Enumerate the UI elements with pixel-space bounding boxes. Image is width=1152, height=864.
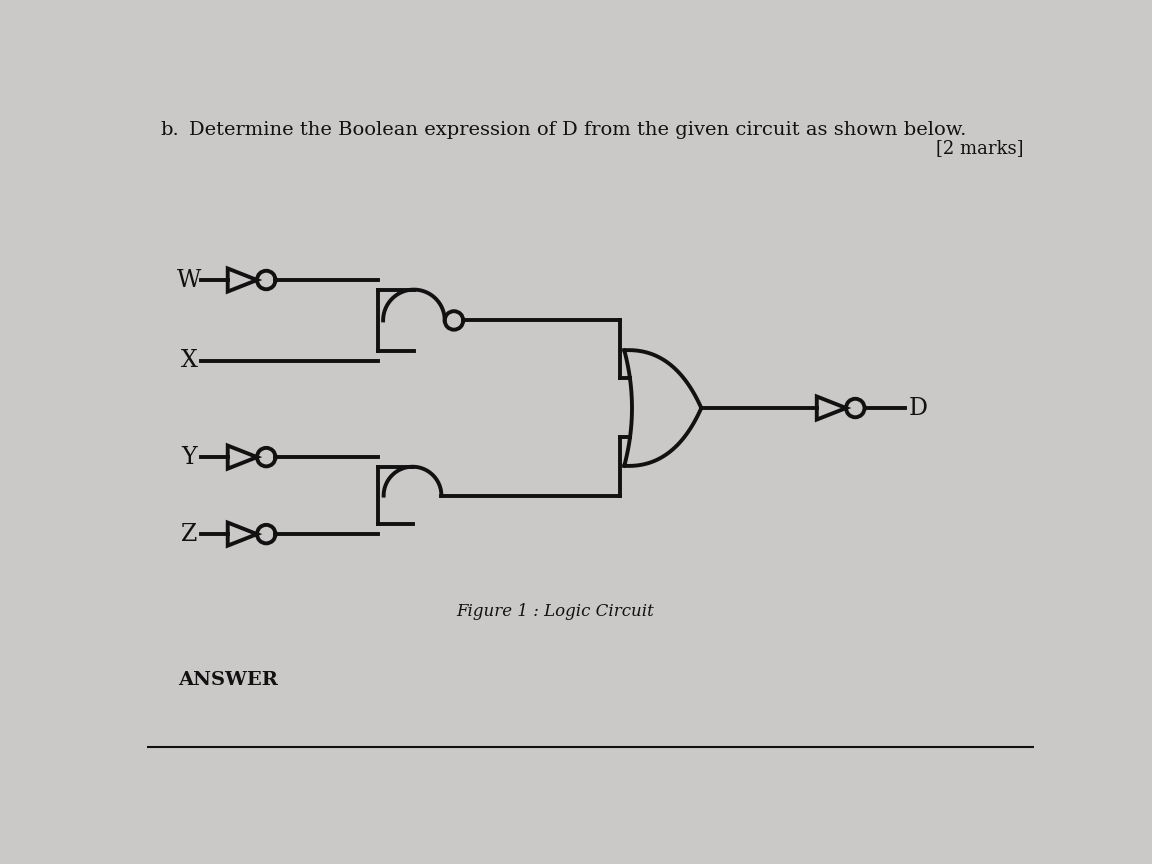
Text: X: X: [181, 349, 198, 372]
Text: Z: Z: [181, 523, 197, 545]
Text: D: D: [909, 397, 929, 420]
Text: Figure 1 : Logic Circuit: Figure 1 : Logic Circuit: [456, 602, 654, 619]
Text: W: W: [177, 269, 202, 291]
Text: Determine the Boolean expression of D from the given circuit as shown below.: Determine the Boolean expression of D fr…: [189, 121, 967, 138]
Text: [2 marks]: [2 marks]: [935, 139, 1023, 157]
Text: ANSWER: ANSWER: [177, 671, 278, 689]
Text: Y: Y: [181, 446, 197, 468]
Text: b.: b.: [161, 121, 180, 138]
